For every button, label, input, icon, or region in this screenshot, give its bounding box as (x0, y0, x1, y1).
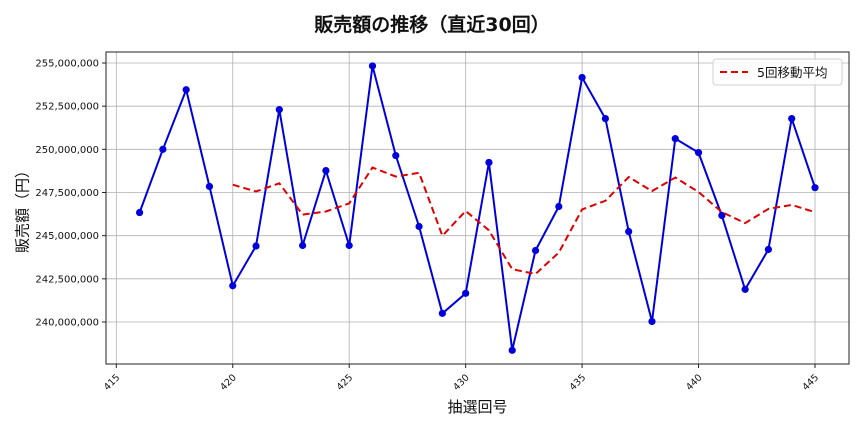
data-point (601, 114, 609, 123)
x-axis-label: 抽選回号 (447, 398, 508, 416)
x-tick-label: 425 (335, 372, 356, 393)
y-tick-label: 252,500,000 (35, 102, 99, 113)
data-point (741, 285, 749, 293)
x-tick-label: 435 (568, 372, 589, 393)
data-point (182, 86, 190, 94)
y-tick-label: 247,500,000 (35, 188, 99, 199)
y-tick-label: 240,000,000 (35, 318, 99, 329)
data-point (345, 241, 353, 250)
data-point (205, 182, 214, 191)
data-point (485, 158, 493, 167)
x-tick-label: 415 (102, 372, 123, 393)
data-point (694, 149, 703, 157)
data-point (718, 211, 726, 220)
x-tick-label: 445 (801, 372, 822, 393)
sales-line (138, 65, 816, 351)
data-point (671, 135, 679, 143)
y-tick-label: 255,000,000 (35, 59, 99, 70)
y-tick-label: 245,000,000 (35, 231, 99, 242)
data-point (322, 166, 330, 175)
data-point (299, 241, 307, 250)
data-point (275, 106, 283, 114)
data-point (508, 346, 516, 354)
data-point (788, 114, 796, 123)
moving-average-line (232, 166, 816, 276)
data-point (415, 222, 423, 231)
data-point (135, 208, 144, 217)
legend-label: 5回移動平均 (757, 65, 827, 80)
data-point (438, 309, 446, 317)
data-point (648, 317, 656, 326)
data-point (555, 202, 563, 211)
x-tick-label: 430 (451, 372, 472, 393)
data-point (159, 145, 167, 153)
data-point (229, 282, 237, 290)
chart-title: 販売額の推移（直近30回） (314, 14, 550, 36)
plot-frame (105, 51, 850, 365)
y-axis-label: 販売額（円） (13, 162, 32, 254)
y-axis: 240,000,000 242,500,000 245,000,000 247,500… (35, 59, 106, 329)
data-point (625, 227, 633, 236)
x-tick-label: 420 (218, 372, 239, 393)
grid (106, 52, 849, 364)
y-tick-label: 242,500,000 (35, 274, 99, 285)
sales-markers (135, 62, 819, 354)
x-tick-label: 440 (684, 372, 705, 393)
data-point (811, 184, 819, 192)
legend: 5回移動平均 (712, 58, 843, 86)
y-tick-label: 250,000,000 (35, 145, 99, 156)
data-point (462, 289, 470, 297)
data-point (368, 62, 377, 70)
data-point (531, 246, 540, 255)
x-axis: 415 420 425 430 435 440 445 (102, 364, 821, 393)
data-point (764, 245, 773, 254)
data-point (578, 73, 586, 82)
data-point (252, 242, 260, 250)
data-point (392, 151, 400, 160)
